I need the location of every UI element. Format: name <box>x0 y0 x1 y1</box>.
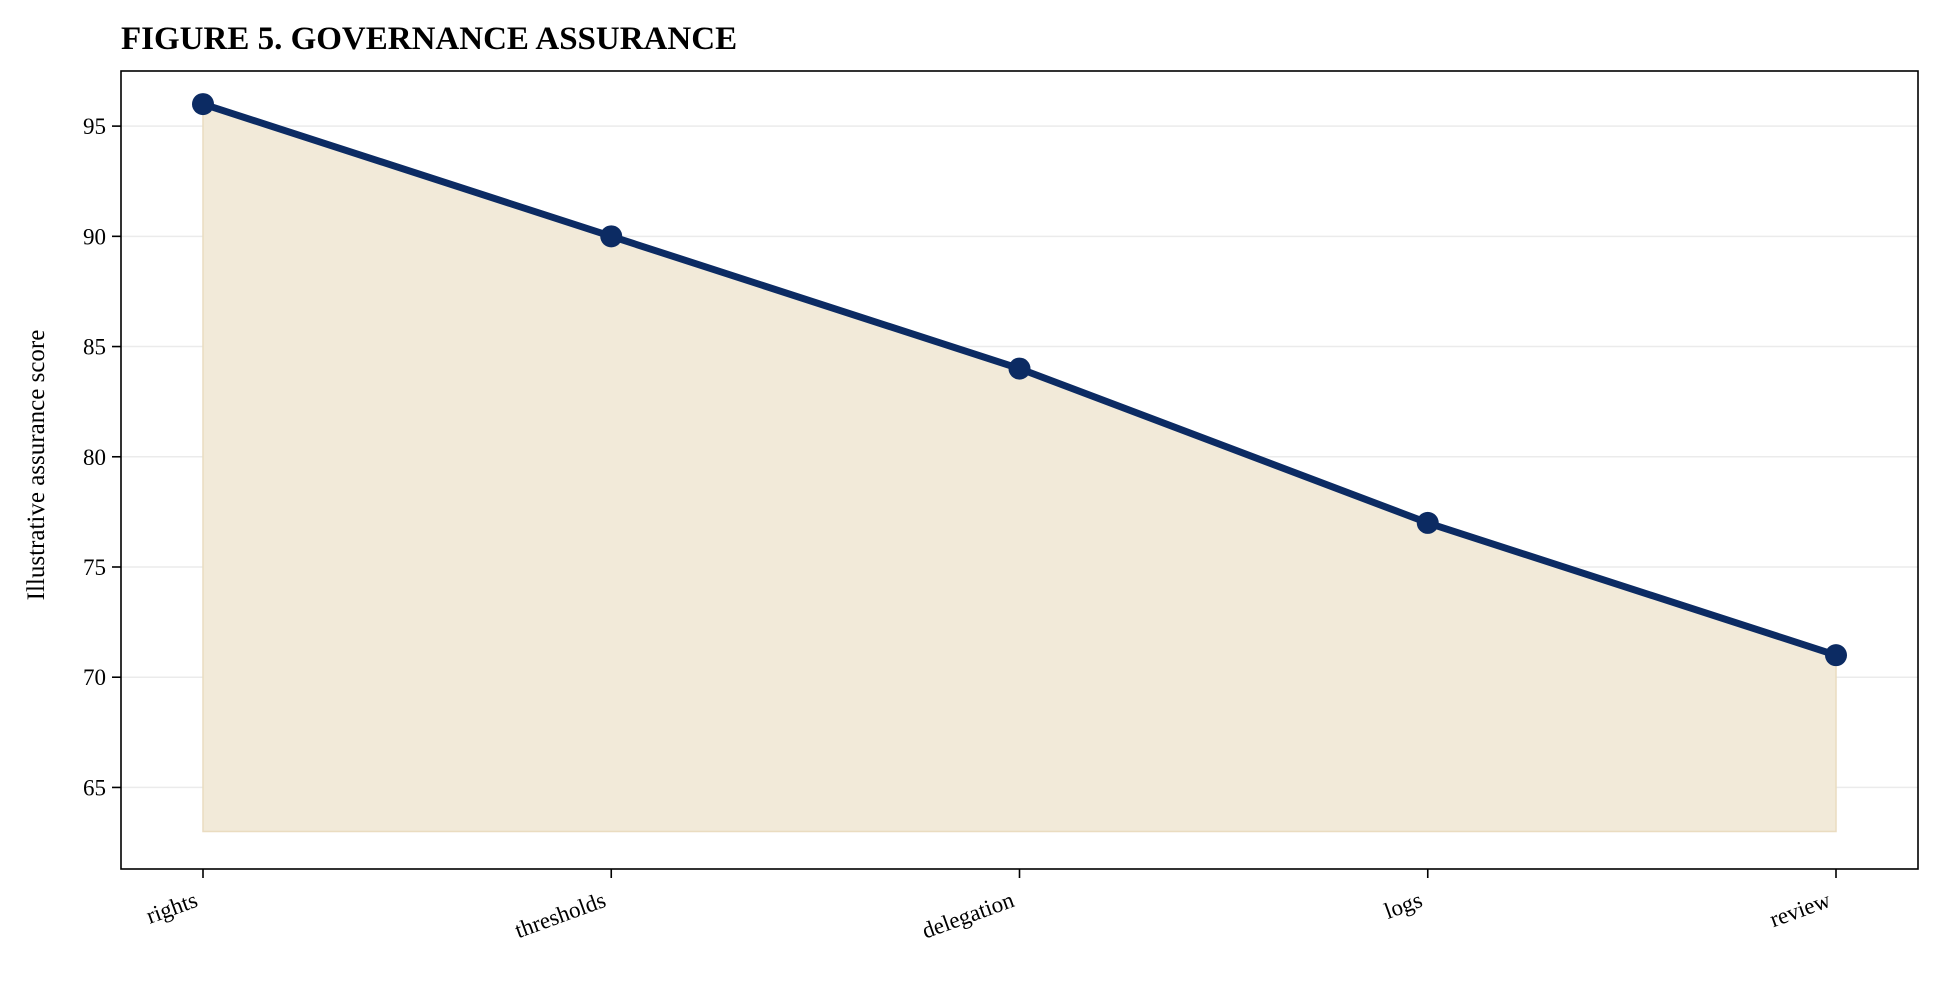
area-fill <box>202 103 1837 833</box>
data-point-delegation <box>1008 357 1031 380</box>
y-tick-label: 80 <box>83 445 106 470</box>
x-tick-label-delegation: delegation <box>919 887 1018 943</box>
data-point-thresholds <box>600 225 623 248</box>
y-tick-label: 65 <box>83 775 106 800</box>
y-tick-label: 85 <box>83 335 106 360</box>
y-tick-label: 70 <box>83 665 106 690</box>
data-points <box>192 93 1847 667</box>
x-tick-label-logs: logs <box>1381 887 1426 924</box>
data-point-review <box>1825 644 1847 667</box>
x-tick-label-thresholds: thresholds <box>512 887 609 943</box>
x-tick-label-review: review <box>1766 887 1834 932</box>
y-tick-label: 95 <box>83 114 106 139</box>
x-axis: rights thresholds delegation logs review <box>143 869 1837 943</box>
x-tick-label-rights: rights <box>143 887 201 928</box>
y-axis: 65 70 75 80 85 90 95 <box>83 114 121 800</box>
data-point-logs <box>1416 511 1439 534</box>
y-axis-label: Illustrative assurance score <box>23 330 50 601</box>
data-point-rights <box>192 93 214 116</box>
area-region <box>202 103 1837 833</box>
chart-title: FIGURE 5. GOVERNANCE ASSURANCE <box>121 21 737 57</box>
y-tick-label: 90 <box>83 224 106 249</box>
y-tick-label: 75 <box>83 555 106 580</box>
